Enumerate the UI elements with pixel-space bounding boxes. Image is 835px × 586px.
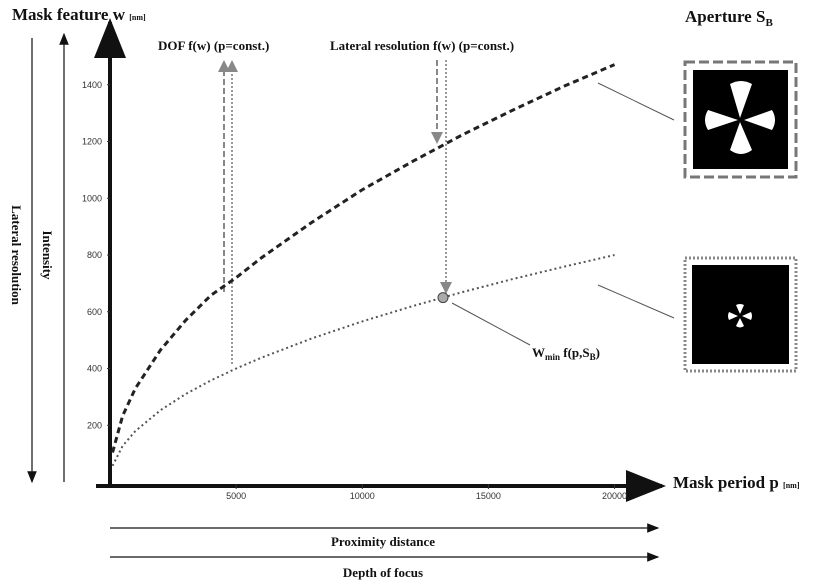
- proximity-label: Proximity distance: [331, 534, 435, 549]
- dof-label: Depth of focus: [343, 565, 423, 580]
- leader-line: [597, 82, 675, 121]
- leader-line: [451, 302, 531, 346]
- x-axis-label: Mask period p [nm]: [673, 473, 800, 492]
- y-tick-label: 400: [87, 364, 102, 374]
- series-line: [111, 254, 615, 467]
- aperture-small: [692, 265, 789, 364]
- lateral-annotation: Lateral resolution f(w) (p=const.): [330, 38, 514, 53]
- lateral-label: Lateral resolution: [9, 205, 24, 306]
- leader-line: [597, 284, 675, 319]
- series-line: [111, 63, 616, 453]
- aperture-frame: [683, 60, 798, 179]
- y-tick-label: 1400: [82, 80, 102, 90]
- x-tick-label: 20000: [602, 491, 627, 501]
- y-axis-label: Mask feature w [nm]: [12, 5, 146, 24]
- x-tick-label: 10000: [350, 491, 375, 501]
- aperture-label: Aperture SB: [685, 7, 773, 29]
- dof-annotation: DOF f(w) (p=const.): [158, 38, 269, 53]
- y-tick-label: 1000: [82, 193, 102, 203]
- y-tick-label: 800: [87, 250, 102, 260]
- wmin-annotation: Wmin f(p,SB): [532, 345, 600, 362]
- x-tick-label: 5000: [226, 491, 246, 501]
- y-tick-label: 1200: [82, 137, 102, 147]
- intensity-label: Intensity: [40, 230, 55, 280]
- y-tick-label: 200: [87, 420, 102, 430]
- aperture-shape: [705, 81, 775, 154]
- point-marker: [437, 292, 449, 304]
- y-tick-label: 600: [87, 307, 102, 317]
- aperture-shape: [728, 304, 752, 328]
- x-tick-label: 15000: [476, 491, 501, 501]
